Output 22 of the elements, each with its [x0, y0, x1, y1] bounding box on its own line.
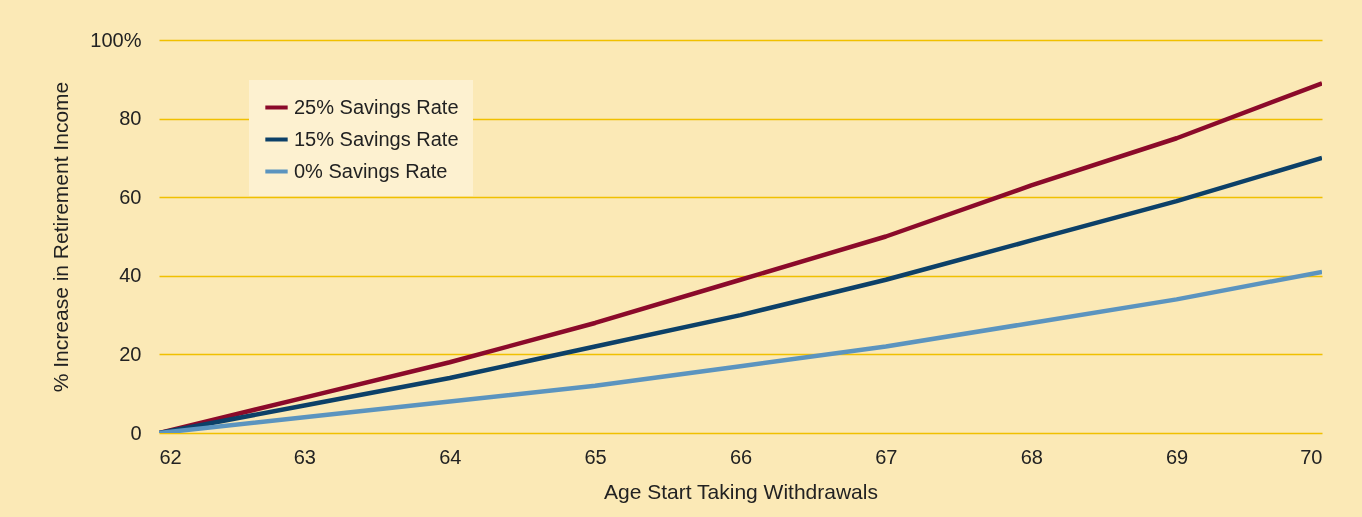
x-tick-label: 63 — [293, 445, 316, 468]
y-tick-label: 60 — [119, 185, 142, 208]
y-tick-label: 100% — [90, 28, 142, 51]
x-tick-label: 68 — [1020, 445, 1043, 468]
x-tick-label: 66 — [729, 445, 753, 468]
x-tick-label: 65 — [584, 445, 607, 468]
y-tick-label: 0 — [130, 421, 142, 444]
y-tick-label: 40 — [119, 264, 142, 287]
x-tick-label: 67 — [875, 445, 898, 468]
x-axis-title: Age Start Taking Withdrawals — [604, 479, 878, 503]
x-tick-label: 64 — [439, 445, 462, 468]
legend-label: 25% Savings Rate — [294, 95, 459, 118]
y-tick-label: 20 — [119, 342, 142, 365]
x-tick-label: 69 — [1166, 445, 1189, 468]
x-tick-label: 70 — [1300, 445, 1323, 468]
legend-label: 15% Savings Rate — [294, 127, 459, 150]
y-tick-label: 80 — [119, 107, 142, 130]
legend-label: 0% Savings Rate — [294, 159, 448, 182]
y-axis-title: % Increase in Retirement Income — [49, 81, 73, 393]
x-tick-label: 62 — [159, 445, 182, 468]
line-series — [159, 155, 1322, 433]
line-series — [159, 269, 1322, 433]
